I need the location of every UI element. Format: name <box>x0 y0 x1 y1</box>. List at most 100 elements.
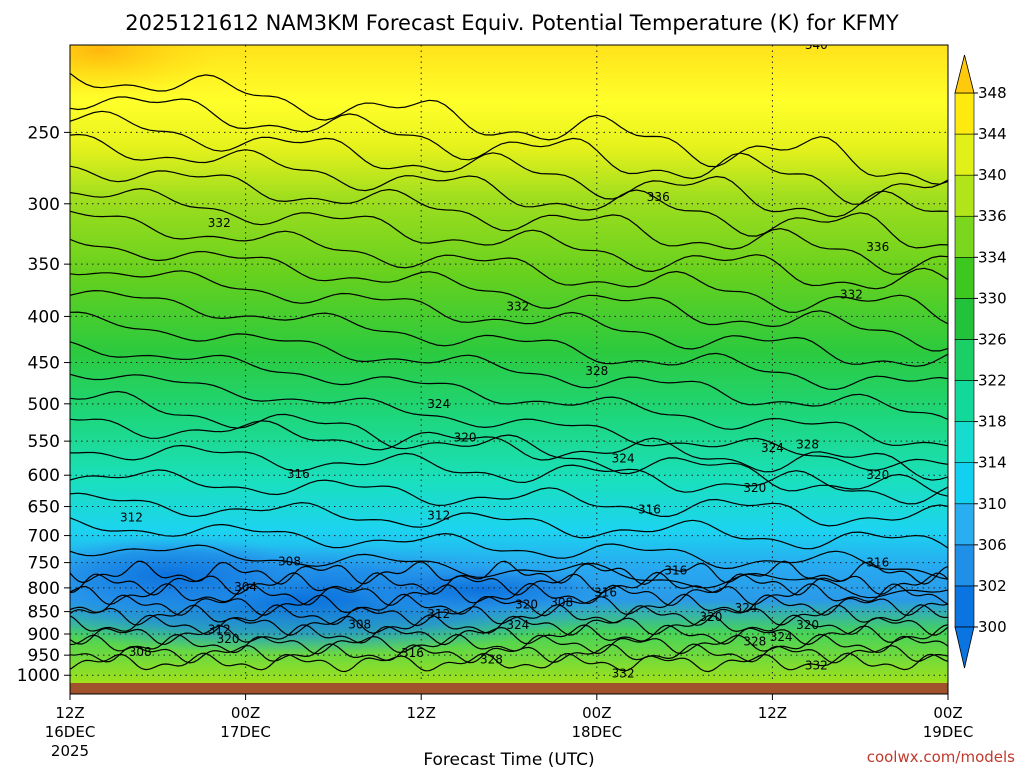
contour-label: 328 <box>480 652 503 666</box>
contour-line <box>70 560 948 586</box>
contour-label: 312 <box>208 623 231 637</box>
contour-label: 316 <box>638 503 661 517</box>
x-tick-hour: 12Z <box>407 704 436 722</box>
contour-label: 316 <box>594 586 617 600</box>
contour-label: 324 <box>427 397 450 411</box>
y-tick-label: 1000 <box>17 666 60 686</box>
x-tick-date: 16DEC <box>45 723 96 741</box>
colorbar-swatch <box>954 257 975 299</box>
contour-line <box>70 652 948 673</box>
contour-label: 304 <box>234 580 257 594</box>
contour-label: 316 <box>287 467 310 481</box>
contour-label: 312 <box>427 607 450 621</box>
contour-lines <box>70 72 948 673</box>
contour-line <box>70 72 948 185</box>
colorbar-arrow-bottom <box>954 626 975 669</box>
colorbar-swatch <box>954 215 975 258</box>
y-tick-label: 450 <box>28 354 60 374</box>
contour-label: 308 <box>278 555 301 569</box>
y-tick-label: 350 <box>28 255 60 275</box>
contour-label: 324 <box>761 441 784 455</box>
contour-line <box>70 604 948 627</box>
x-tick-hour: 12Z <box>55 704 84 722</box>
contour-line <box>70 624 948 646</box>
contour-label: 340 <box>805 38 828 52</box>
colorbar-label: 310 <box>978 495 1007 513</box>
colorbar-label: 344 <box>978 125 1007 143</box>
contour-label: 332 <box>840 287 863 301</box>
contour-label: 332 <box>506 300 529 314</box>
contour-line <box>70 373 948 471</box>
contour-label: 324 <box>612 452 635 466</box>
colorbar-swatch <box>954 585 975 628</box>
contour-label: 312 <box>120 510 143 524</box>
y-tick-label: 550 <box>28 432 60 452</box>
x-tick-date: 18DEC <box>572 723 623 741</box>
contour-label: 316 <box>401 646 424 660</box>
contour-label: 324 <box>770 630 793 644</box>
x-tick-hour: 12Z <box>758 704 787 722</box>
x-tick-year: 2025 <box>51 742 89 760</box>
contour-line <box>70 633 948 655</box>
colorbar-label: 318 <box>978 413 1007 431</box>
colorbar-swatch <box>954 421 975 463</box>
cold-core-mid <box>70 535 320 615</box>
y-tick-label: 900 <box>28 625 60 645</box>
contour-line <box>70 96 948 205</box>
colorbar-label: 306 <box>978 536 1007 554</box>
contour-line <box>70 110 948 218</box>
colorbar-label: 330 <box>978 289 1007 307</box>
colorbar-label: 326 <box>978 330 1007 348</box>
credit-text: coolwx.com/models <box>867 748 1015 766</box>
y-tick-label: 400 <box>28 307 60 327</box>
colorbar-label: 334 <box>978 248 1007 266</box>
contour-label: 324 <box>735 601 758 615</box>
contour-label: 308 <box>550 595 573 609</box>
contour-label: 316 <box>866 556 889 570</box>
colorbar-label: 348 <box>978 84 1007 102</box>
colorbar-swatch <box>954 503 975 546</box>
colorbar-swatch <box>954 380 975 422</box>
contour-label: 336 <box>866 240 889 254</box>
contour-label: 328 <box>585 364 608 378</box>
x-tick-hour: 00Z <box>933 704 962 722</box>
contour-label: 308 <box>348 617 371 631</box>
colorbar-label: 322 <box>978 372 1007 390</box>
x-axis-label: Forecast Time (UTC) <box>423 750 594 768</box>
contour-line <box>70 289 948 391</box>
y-tick-label: 800 <box>28 579 60 599</box>
contour-label: 332 <box>208 216 231 230</box>
y-tick-label: 500 <box>28 395 60 415</box>
y-tick-label: 750 <box>28 554 60 574</box>
contour-label: 308 <box>129 645 152 659</box>
contour-line <box>70 341 948 447</box>
colorbar-label: 314 <box>978 454 1007 472</box>
y-tick-label: 250 <box>28 123 60 143</box>
x-tick-date: 17DEC <box>220 723 271 741</box>
contour-label: 320 <box>515 598 538 612</box>
contour-line <box>70 418 948 481</box>
x-tick-date: 19DEC <box>923 723 974 741</box>
colorbar-swatch <box>954 544 975 587</box>
y-axis: 2503003504004505005506006507007508008509… <box>17 123 70 686</box>
contour-label: 316 <box>664 563 687 577</box>
colorbar-swatch <box>954 339 975 381</box>
colorbar-swatch <box>954 462 975 505</box>
contour-label: 320 <box>454 431 477 445</box>
contour-line <box>70 643 948 664</box>
y-tick-label: 850 <box>28 603 60 623</box>
contour-label: 328 <box>796 438 819 452</box>
contour-line <box>70 165 948 275</box>
colorbar-label: 340 <box>978 166 1007 184</box>
contour-line <box>70 444 948 505</box>
x-tick-hour: 00Z <box>582 704 611 722</box>
contour-line <box>70 593 948 617</box>
gridlines <box>70 45 948 683</box>
ground-strip <box>70 683 948 694</box>
contour-line <box>70 133 948 249</box>
contour-line <box>70 544 948 599</box>
